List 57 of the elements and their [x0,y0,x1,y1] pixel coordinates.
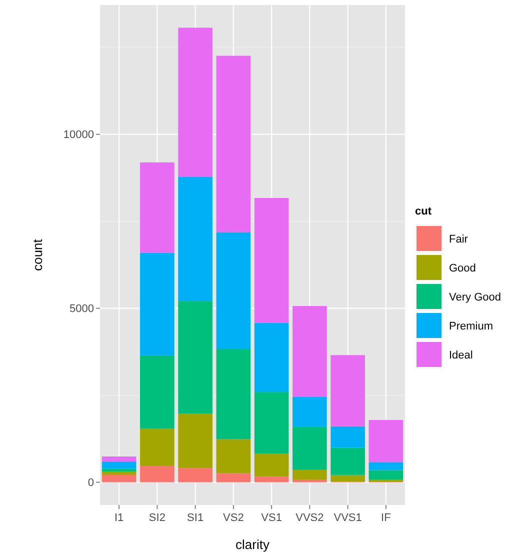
y-tick-label: 5000 [70,303,94,316]
bar [140,252,174,356]
legend-label: Premium [449,320,494,332]
x-tick-label: VS1 [261,512,282,524]
bar [330,448,365,476]
x-tick-label: VVS2 [296,512,324,524]
bar [330,475,365,482]
x-tick-label: VS2 [223,512,244,524]
x-tick-label: I1 [114,512,124,524]
legend-label: Good [449,262,476,274]
bar [368,470,404,480]
bar [368,420,404,462]
x-axis-title: clarity [236,537,270,552]
bar [292,470,327,480]
bar [102,462,136,469]
bar [292,306,327,397]
bar [254,322,289,392]
x-tick-label: IF [381,512,392,524]
bar [216,439,251,474]
x-tick-label: VVS1 [334,512,362,524]
bar [292,396,327,427]
bar [102,456,136,462]
legend-label: Fair [449,233,468,246]
y-tick-label: 0 [88,477,94,490]
bar [330,426,365,448]
bar [254,454,289,476]
bar [292,480,327,482]
bar [254,476,289,482]
x-tick-label: SI2 [148,512,166,524]
bar [178,28,212,177]
bar [216,473,251,482]
bar [140,466,174,482]
bar [178,468,212,482]
bar [368,462,404,470]
bar [216,349,251,440]
bar [254,392,289,454]
bar [254,198,289,323]
bar [216,232,251,350]
bar [140,355,174,428]
legend-label: Very Good [449,291,501,304]
bar [368,479,404,482]
bar [178,301,212,414]
bar [140,428,174,466]
bar [330,355,365,426]
y-tick-label: 10000 [63,129,94,142]
bar [216,56,251,232]
bar [140,162,174,253]
bar [178,176,212,302]
y-axis-title: count [30,238,45,271]
legend-label: Ideal [449,349,473,362]
bar [178,414,212,468]
legend-title: cut [415,206,432,218]
bar [292,426,327,470]
bar [102,474,136,482]
bar [102,472,136,475]
x-tick-label: SI1 [187,512,204,524]
bar [102,468,136,472]
